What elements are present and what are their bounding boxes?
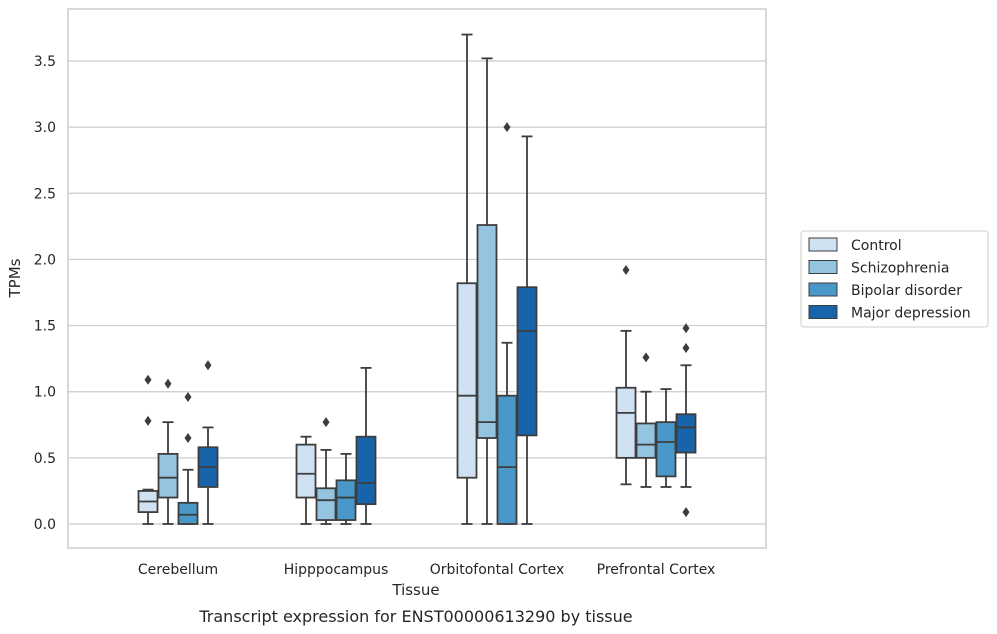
box xyxy=(496,122,518,525)
box xyxy=(675,323,697,518)
y-axis-label: TPMs xyxy=(6,258,24,298)
box-body xyxy=(315,487,337,521)
box-body xyxy=(476,224,498,439)
x-tick-label: Hipppocampus xyxy=(284,562,389,578)
box xyxy=(137,374,159,525)
outlier-point xyxy=(642,352,650,363)
outlier-point xyxy=(682,323,690,334)
box xyxy=(177,392,199,525)
series-bipolar-disorder xyxy=(177,122,677,525)
box xyxy=(615,265,637,486)
x-tick-labels: Cerebellum Hipppocampus Orbitofontal Corte… xyxy=(138,562,715,578)
series-control xyxy=(137,33,637,525)
outlier-point xyxy=(622,265,630,276)
box-body xyxy=(635,422,657,459)
y-tick-label: 0.5 xyxy=(34,451,56,467)
box xyxy=(335,452,357,525)
box xyxy=(157,378,179,525)
box-body xyxy=(655,421,677,478)
outlier-point xyxy=(204,360,212,371)
x-tick-label: Prefrontal Cortex xyxy=(597,562,716,578)
series-major-depression xyxy=(197,135,697,525)
y-tick-label: 2.5 xyxy=(34,186,56,202)
box-body xyxy=(295,443,317,499)
box-body xyxy=(355,435,377,506)
y-tick-label: 1.5 xyxy=(34,319,56,335)
box xyxy=(655,388,677,488)
box-body xyxy=(496,394,518,525)
outlier-point xyxy=(184,392,192,403)
legend-label: Major depression xyxy=(851,306,971,322)
plot-frame xyxy=(67,8,767,549)
y-tick-label: 0.0 xyxy=(34,517,56,533)
chart-caption: Transcript expression for ENST0000061329… xyxy=(198,607,632,626)
y-tick-labels: 0.0 0.5 1.0 1.5 2.0 2.5 3.0 3.5 xyxy=(34,54,56,533)
box xyxy=(315,417,337,525)
outlier-point xyxy=(184,433,192,444)
outlier-point xyxy=(682,343,690,354)
legend: Control Schizophrenia Bipolar disorder Majo… xyxy=(800,230,989,328)
box-body xyxy=(335,479,357,521)
outlier-point xyxy=(144,415,152,426)
x-tick-label: Cerebellum xyxy=(138,562,218,578)
legend-label: Schizophrenia xyxy=(851,261,949,277)
y-tick-label: 3.0 xyxy=(34,120,56,136)
legend-swatch xyxy=(808,237,838,252)
x-axis-label: Tissue xyxy=(391,581,439,599)
box xyxy=(476,57,498,525)
outlier-point xyxy=(164,378,172,389)
legend-swatch xyxy=(808,260,838,274)
box xyxy=(197,360,219,525)
box xyxy=(635,352,657,488)
y-tick-label: 2.0 xyxy=(34,252,56,268)
box-body xyxy=(615,386,637,459)
box xyxy=(456,33,478,525)
y-tick-label: 3.5 xyxy=(34,54,56,70)
box xyxy=(355,367,377,525)
legend-label: Bipolar disorder xyxy=(851,283,962,299)
box-body xyxy=(675,413,697,454)
legend-label: Control xyxy=(851,238,902,254)
box-body xyxy=(456,282,478,479)
legend-swatch xyxy=(808,305,838,319)
outlier-point xyxy=(682,507,690,518)
outlier-point xyxy=(144,374,152,385)
series-schizophrenia xyxy=(157,57,657,525)
box-body xyxy=(157,452,179,499)
box xyxy=(295,435,317,525)
box-body xyxy=(177,501,199,525)
legend-swatch xyxy=(808,282,838,297)
outlier-point xyxy=(503,122,511,133)
box xyxy=(516,135,538,525)
y-tick-label: 1.0 xyxy=(34,385,56,401)
legend-frame xyxy=(800,230,989,328)
box-series-group xyxy=(137,33,697,525)
box-body xyxy=(516,286,538,437)
outlier-point xyxy=(322,417,330,428)
x-tick-label: Orbitofontal Cortex xyxy=(430,562,565,578)
